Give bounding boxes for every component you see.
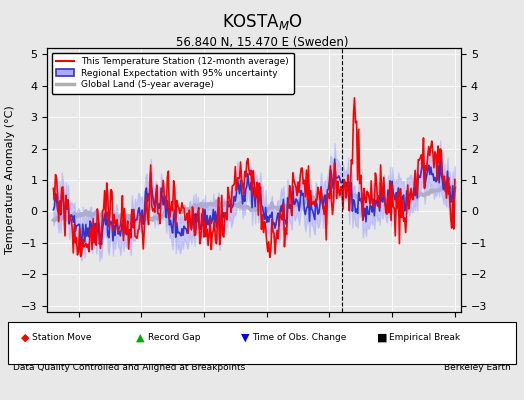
Text: Record Gap: Record Gap: [148, 334, 200, 342]
Text: Berkeley Earth: Berkeley Earth: [444, 363, 511, 372]
Text: Station Move: Station Move: [32, 334, 92, 342]
Text: Data Quality Controlled and Aligned at Breakpoints: Data Quality Controlled and Aligned at B…: [13, 363, 245, 372]
Legend: This Temperature Station (12-month average), Regional Expectation with 95% uncer: This Temperature Station (12-month avera…: [52, 52, 294, 94]
Y-axis label: Temperature Anomaly (°C): Temperature Anomaly (°C): [5, 106, 15, 254]
Text: Empirical Break: Empirical Break: [389, 334, 460, 342]
Text: ▼: ▼: [241, 333, 249, 343]
Text: 56.840 N, 15.470 E (Sweden): 56.840 N, 15.470 E (Sweden): [176, 36, 348, 49]
Text: KOSTA$_M$O: KOSTA$_M$O: [222, 12, 302, 32]
Text: ■: ■: [377, 333, 388, 343]
Text: ▲: ▲: [136, 333, 145, 343]
Text: ◆: ◆: [21, 333, 29, 343]
Text: Time of Obs. Change: Time of Obs. Change: [253, 334, 347, 342]
